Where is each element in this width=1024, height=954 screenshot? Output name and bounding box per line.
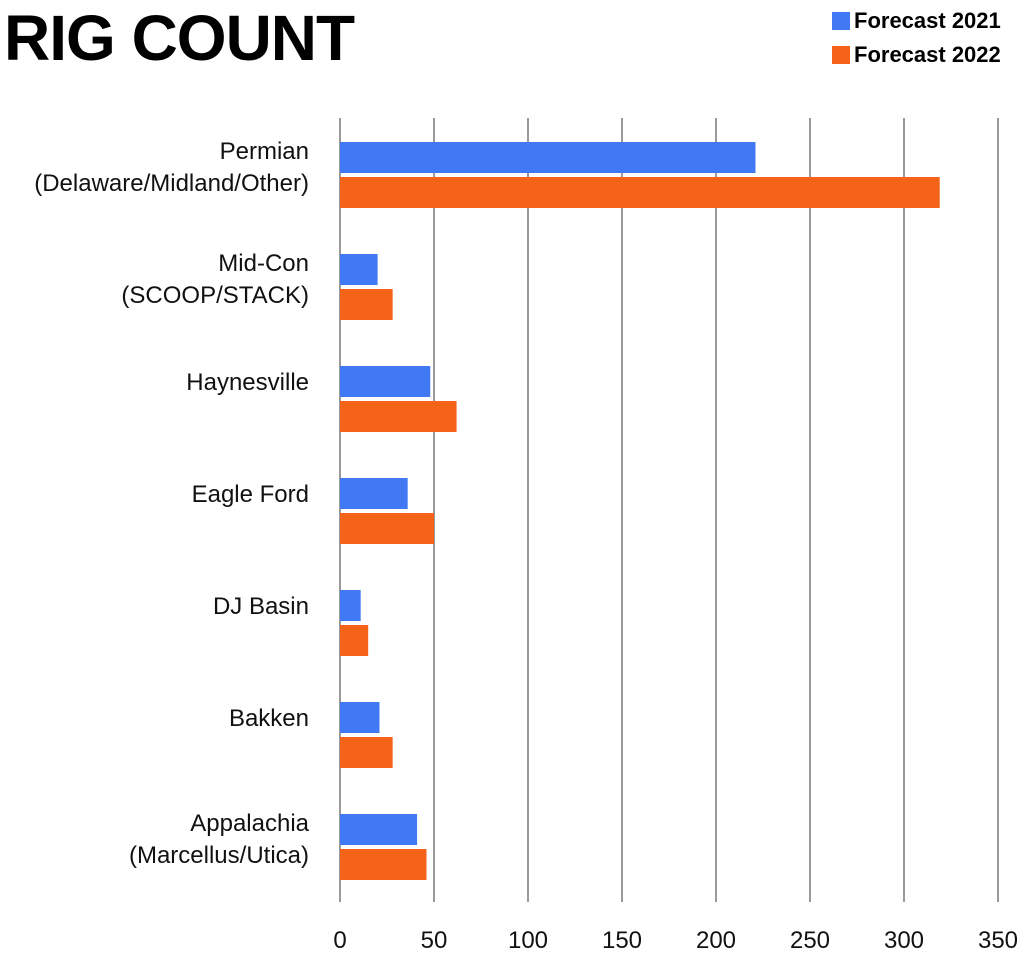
category-label-2-0: Haynesville — [186, 369, 309, 396]
category-label-1-0: Mid-Con — [218, 250, 309, 277]
legend: Forecast 2021 Forecast 2022 — [832, 4, 1001, 72]
bar-2022-0 — [340, 177, 940, 208]
bar-2022-1 — [340, 289, 393, 320]
legend-swatch-2022 — [832, 46, 850, 64]
category-label-3-0: Eagle Ford — [192, 481, 309, 508]
legend-item-2022: Forecast 2022 — [832, 38, 1001, 72]
category-label-6-0: Appalachia — [190, 810, 309, 837]
bar-2021-0 — [340, 142, 756, 173]
bar-2022-5 — [340, 737, 393, 768]
bar-2021-6 — [340, 814, 418, 845]
x-tick-label-200: 200 — [696, 927, 736, 954]
bar-2021-3 — [340, 478, 408, 509]
category-label-5-0: Bakken — [229, 705, 309, 732]
bar-2021-4 — [340, 590, 361, 621]
category-label-0-1: (Delaware/Midland/Other) — [34, 170, 309, 197]
legend-swatch-2021 — [832, 12, 850, 30]
x-tick-label-350: 350 — [978, 927, 1018, 954]
bar-2022-2 — [340, 401, 457, 432]
category-label-6-1: (Marcellus/Utica) — [129, 842, 309, 869]
x-tick-label-50: 50 — [421, 927, 448, 954]
category-label-1-1: (SCOOP/STACK) — [121, 282, 309, 309]
x-tick-label-150: 150 — [602, 927, 642, 954]
x-tick-label-0: 0 — [333, 927, 346, 954]
x-tick-label-300: 300 — [884, 927, 924, 954]
bar-2022-6 — [340, 849, 427, 880]
bar-2022-4 — [340, 625, 369, 656]
bar-2021-1 — [340, 254, 378, 285]
category-label-4-0: DJ Basin — [213, 593, 309, 620]
bar-2021-5 — [340, 702, 380, 733]
legend-item-2021: Forecast 2021 — [832, 4, 1001, 38]
category-label-0-0: Permian — [220, 138, 309, 165]
legend-label-2021: Forecast 2021 — [854, 8, 1001, 33]
x-tick-label-250: 250 — [790, 927, 830, 954]
bar-2021-2 — [340, 366, 431, 397]
bar-2022-3 — [340, 513, 434, 544]
x-tick-label-100: 100 — [508, 927, 548, 954]
chart-title: RIG COUNT — [4, 2, 355, 74]
legend-label-2022: Forecast 2022 — [854, 42, 1001, 67]
